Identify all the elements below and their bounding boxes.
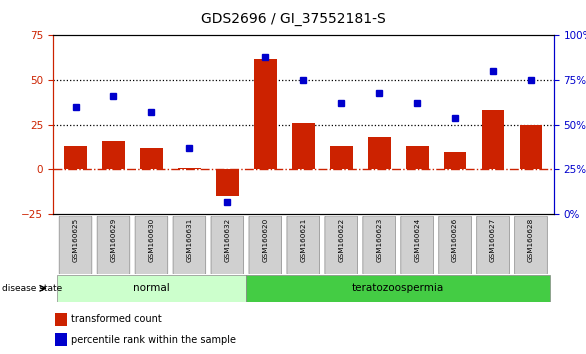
Text: GSM160632: GSM160632 <box>224 218 230 262</box>
Text: GSM160621: GSM160621 <box>300 218 306 262</box>
Text: GSM160625: GSM160625 <box>73 218 79 262</box>
FancyBboxPatch shape <box>477 216 509 274</box>
Text: GSM160622: GSM160622 <box>338 218 344 262</box>
Text: GSM160623: GSM160623 <box>376 218 382 262</box>
Bar <box>254 59 277 170</box>
Text: percentile rank within the sample: percentile rank within the sample <box>71 335 236 345</box>
FancyBboxPatch shape <box>439 216 471 274</box>
Bar <box>292 123 315 170</box>
Bar <box>64 146 87 170</box>
Bar <box>520 125 543 170</box>
Bar <box>56 275 246 302</box>
FancyBboxPatch shape <box>135 216 168 274</box>
Bar <box>482 110 505 170</box>
Bar <box>368 137 390 170</box>
Text: teratozoospermia: teratozoospermia <box>352 283 444 293</box>
FancyBboxPatch shape <box>325 216 357 274</box>
Bar <box>444 152 466 170</box>
FancyBboxPatch shape <box>249 216 282 274</box>
Bar <box>406 146 428 170</box>
Bar <box>102 141 125 170</box>
FancyBboxPatch shape <box>97 216 130 274</box>
Text: normal: normal <box>133 283 170 293</box>
Text: GSM160624: GSM160624 <box>414 218 420 262</box>
Text: disease state: disease state <box>2 284 62 293</box>
Bar <box>140 148 163 170</box>
Bar <box>216 170 239 196</box>
FancyBboxPatch shape <box>287 216 319 274</box>
Text: GSM160631: GSM160631 <box>186 218 192 262</box>
FancyBboxPatch shape <box>401 216 434 274</box>
Text: transformed count: transformed count <box>71 314 161 325</box>
FancyBboxPatch shape <box>363 216 396 274</box>
Text: GSM160626: GSM160626 <box>452 218 458 262</box>
Bar <box>56 313 67 326</box>
Bar <box>178 168 201 170</box>
Text: GSM160630: GSM160630 <box>148 218 155 262</box>
Bar <box>246 275 550 302</box>
Bar <box>56 333 67 346</box>
FancyBboxPatch shape <box>59 216 92 274</box>
Text: GSM160628: GSM160628 <box>528 218 534 262</box>
Bar <box>330 146 353 170</box>
FancyBboxPatch shape <box>173 216 206 274</box>
Text: GSM160627: GSM160627 <box>490 218 496 262</box>
FancyBboxPatch shape <box>211 216 244 274</box>
Text: GSM160629: GSM160629 <box>111 218 117 262</box>
FancyBboxPatch shape <box>515 216 547 274</box>
Text: GDS2696 / GI_37552181-S: GDS2696 / GI_37552181-S <box>200 12 386 27</box>
Text: GSM160620: GSM160620 <box>263 218 268 262</box>
